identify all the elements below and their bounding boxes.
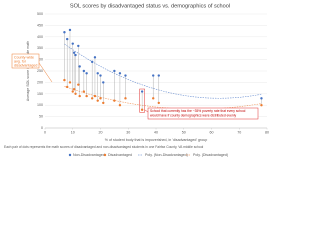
point (90, 97, 94, 100)
point (72, 51, 76, 54)
point (68, 81, 72, 84)
x-tick-label: 50 (182, 130, 186, 134)
y-tick-label: 300 (37, 58, 43, 62)
point (82, 90, 86, 93)
point (63, 78, 66, 82)
annotation-box (147, 107, 259, 120)
point (260, 104, 263, 107)
point (140, 108, 144, 111)
point (157, 74, 160, 77)
point (118, 72, 122, 75)
x-tick-label: 40 (154, 130, 158, 134)
point (93, 56, 97, 59)
point (118, 104, 122, 107)
y-tick-label: 150 (37, 92, 43, 96)
caption: Each pair of dots represents the math sc… (4, 145, 204, 149)
x-tick-label: 30 (126, 130, 130, 134)
point (78, 65, 81, 68)
point (77, 44, 80, 48)
x-tick-label: 60 (210, 130, 214, 134)
point (102, 81, 105, 84)
y-tick-label: 450 (37, 23, 43, 27)
x-axis-label: % of student body that is impoverished, … (105, 138, 207, 142)
point (124, 97, 127, 100)
x-tick-label: 70 (237, 130, 241, 134)
trend-line (64, 86, 262, 110)
legend-label: Poly. (Disadvantaged) (193, 153, 228, 157)
point (74, 92, 77, 96)
point (152, 97, 155, 100)
point (63, 31, 66, 34)
legend-marker (68, 153, 72, 157)
point (260, 97, 263, 100)
legend-label: Poly. (Non-Disadvantaged) (145, 153, 188, 157)
x-tick-label: 10 (71, 130, 75, 134)
y-axis-label: Average SOL score in 8th grade math (26, 41, 30, 101)
point (72, 88, 76, 91)
point (113, 99, 116, 102)
chart-title: SOL scores by disadvantaged status vs. d… (70, 3, 230, 9)
y-tick-label: 250 (37, 69, 43, 73)
annotation-arrow (144, 109, 149, 113)
y-tick-label: 100 (37, 103, 43, 107)
point (99, 97, 102, 100)
annotation-text: School that currently has the ~35% pover… (150, 109, 246, 113)
point (71, 42, 74, 45)
point (93, 94, 97, 98)
y-tick-label: 200 (37, 80, 43, 84)
point (140, 90, 144, 93)
x-tick-label: 80 (265, 130, 269, 134)
point (66, 37, 69, 41)
y-tick-label: 400 (37, 35, 43, 39)
annotation-text: avg. for (14, 59, 27, 63)
point (82, 69, 86, 73)
point (157, 101, 160, 105)
trend-line (64, 43, 262, 99)
legend-label: Non-Disadvantaged (73, 153, 105, 157)
legend-marker (103, 153, 107, 157)
point (85, 94, 88, 98)
point (66, 85, 69, 89)
y-tick-label: 0 (41, 126, 43, 130)
point (152, 74, 155, 77)
point (71, 90, 74, 93)
annotation-text: disadvantaged (14, 63, 37, 67)
point (113, 69, 116, 73)
point (68, 28, 72, 32)
annotation-arrow (38, 62, 53, 83)
point (99, 74, 102, 77)
point (124, 74, 127, 77)
point (90, 60, 94, 64)
legend-label: Disadvantaged (108, 153, 132, 157)
annotation-text: County-wide (14, 55, 34, 59)
annotation-text: would have if county demographics were d… (150, 113, 236, 117)
point (78, 94, 81, 98)
x-tick-label: 0 (44, 130, 46, 134)
point (102, 101, 105, 105)
chart: SOL scores by disadvantaged status vs. d… (4, 3, 269, 157)
point (77, 83, 80, 86)
point (96, 72, 99, 75)
annotation-box (11, 53, 40, 69)
point (85, 72, 88, 75)
highlight-box (139, 88, 145, 113)
y-tick-label: 500 (37, 12, 43, 16)
point (96, 99, 99, 102)
point (74, 53, 77, 57)
y-tick-label: 350 (37, 46, 43, 50)
x-tick-label: 20 (99, 130, 103, 134)
y-tick-label: 50 (39, 115, 43, 119)
